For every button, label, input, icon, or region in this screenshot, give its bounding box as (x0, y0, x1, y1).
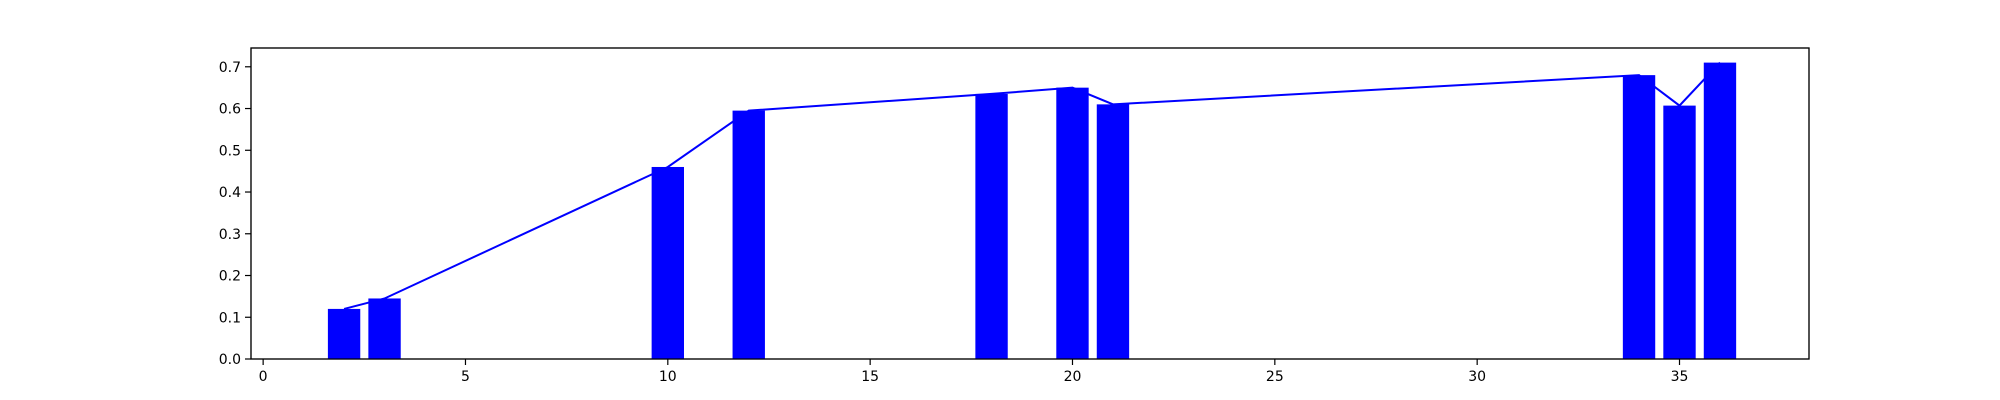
y-tick-label: 0.3 (219, 227, 241, 243)
bar (1622, 75, 1656, 359)
plot-area-frame (250, 47, 1810, 360)
x-tick-label: 5 (461, 369, 470, 385)
series-line (343, 61, 1721, 310)
y-tick-label: 0.0 (219, 352, 241, 368)
bar (732, 110, 765, 360)
bar (975, 93, 1008, 360)
bar (1663, 105, 1696, 359)
x-tick-label: 0 (259, 369, 268, 385)
y-tick-label: 0.1 (219, 310, 241, 326)
bar (1703, 62, 1737, 360)
x-tick-label: 15 (861, 369, 879, 385)
y-tick-label: 0.4 (219, 185, 241, 201)
x-tick-label: 25 (1266, 369, 1284, 385)
bar (368, 298, 401, 359)
x-tick-label: 30 (1468, 369, 1486, 385)
bar (327, 308, 361, 359)
plot-area-border (250, 47, 1810, 360)
y-tick-label: 0.7 (219, 60, 241, 76)
x-tick-label: 35 (1671, 369, 1689, 385)
bar (1056, 87, 1089, 359)
y-tick-label: 0.5 (219, 143, 241, 159)
x-tick-label: 10 (659, 369, 677, 385)
y-tick-label: 0.2 (219, 269, 241, 285)
y-tick-label: 0.6 (219, 102, 241, 118)
bar (1096, 104, 1130, 359)
bar (651, 166, 684, 359)
x-tick-label: 20 (1064, 369, 1082, 385)
